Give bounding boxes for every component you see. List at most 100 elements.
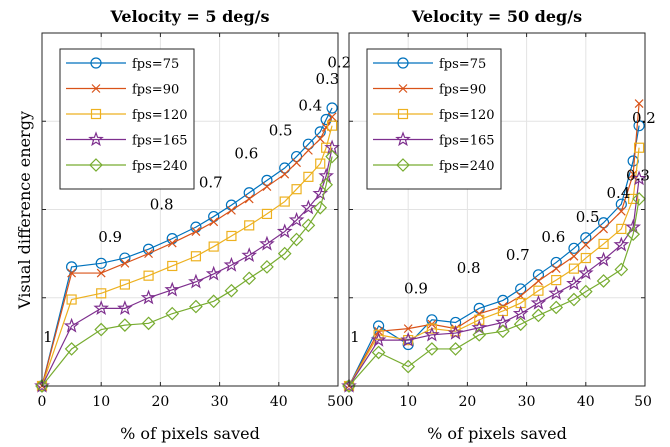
data-point-fps-240 xyxy=(567,292,581,307)
data-point-fps-165 xyxy=(164,281,181,297)
data-point-fps-240 xyxy=(448,342,463,356)
data-point-fps-90 xyxy=(67,268,77,278)
data-point-fps-240 xyxy=(371,345,386,360)
data-point-fps-75 xyxy=(615,198,627,210)
data-point-fps-240 xyxy=(549,300,564,315)
annotation-label-0-8: 0.8 xyxy=(150,196,174,214)
data-point-fps-75 xyxy=(515,283,527,295)
data-point-fps-120 xyxy=(315,158,326,169)
legend-marker-fps-120 xyxy=(90,108,102,120)
legend: fps=75 fps=90 fps=120 fps=165 fps=240 xyxy=(366,48,502,190)
legend-entry-fps-90: fps=90 xyxy=(66,83,179,98)
data-point-fps-165 xyxy=(140,289,157,305)
data-point-fps-90 xyxy=(303,145,313,155)
data-point-fps-240 xyxy=(94,322,109,337)
legend-marker-fps-165 xyxy=(395,131,411,147)
data-point-fps-165 xyxy=(471,319,488,335)
data-point-fps-120 xyxy=(373,329,384,340)
data-point-fps-75 xyxy=(243,187,255,199)
data-point-fps-90 xyxy=(120,258,130,268)
data-point-fps-75 xyxy=(550,256,562,269)
x-tick-label-30: 30 xyxy=(518,394,536,410)
x-tick-label-40: 40 xyxy=(270,394,288,410)
legend-entry-fps-120: fps=120 xyxy=(373,108,495,123)
series-fps-165 xyxy=(341,170,647,393)
data-point-fps-165 xyxy=(400,331,417,347)
data-point-fps-240 xyxy=(289,232,304,247)
data-point-fps-240 xyxy=(277,246,292,261)
data-point-fps-165 xyxy=(512,305,529,321)
data-point-fps-165 xyxy=(447,324,464,340)
legend-entry-fps-90: fps=90 xyxy=(373,83,486,98)
data-point-fps-165 xyxy=(117,300,133,316)
data-point-fps-75 xyxy=(302,138,314,150)
x-axis-label: % of pixels saved xyxy=(427,424,567,443)
annotation-label-0-2: 0.2 xyxy=(632,109,656,127)
data-point-fps-240 xyxy=(614,262,629,277)
legend-marker-fps-75 xyxy=(397,57,409,69)
data-point-fps-165 xyxy=(205,265,222,281)
annotation-label-0-4: 0.4 xyxy=(607,184,631,202)
panel-title: Velocity = 5 deg/s xyxy=(109,7,269,26)
data-point-fps-165 xyxy=(595,251,612,267)
data-point-fps-120 xyxy=(633,142,645,153)
x-tick-label-10: 10 xyxy=(92,394,110,410)
data-point-fps-240 xyxy=(513,317,528,332)
data-point-fps-75 xyxy=(326,102,338,114)
legend-marker-fps-120 xyxy=(397,108,409,120)
legend-marker-fps-90 xyxy=(91,84,101,93)
data-point-fps-75 xyxy=(261,174,273,186)
data-point-fps-120 xyxy=(628,193,639,205)
data-point-fps-165 xyxy=(241,247,258,263)
data-point-fps-240 xyxy=(531,308,546,323)
data-point-fps-75 xyxy=(597,217,610,229)
annotation-label-0-5: 0.5 xyxy=(269,121,293,139)
data-point-fps-240 xyxy=(496,324,510,339)
data-point-fps-90 xyxy=(634,99,644,109)
legend-label-fps-120: fps=120 xyxy=(439,108,495,123)
series-line-fps-75 xyxy=(348,125,640,387)
legend-label-fps-165: fps=165 xyxy=(132,134,188,149)
annotation-label-1: 1 xyxy=(43,328,53,346)
data-point-fps-90 xyxy=(599,224,608,234)
data-point-fps-120 xyxy=(426,323,437,334)
data-point-fps-240 xyxy=(206,294,221,309)
data-point-fps-75 xyxy=(65,261,78,273)
series-line-fps-240 xyxy=(348,198,640,387)
data-point-fps-240 xyxy=(242,271,257,286)
series-line-fps-165 xyxy=(41,147,333,387)
data-point-fps-75 xyxy=(95,257,107,269)
data-point-fps-165 xyxy=(631,170,647,186)
data-point-fps-165 xyxy=(625,218,641,234)
data-point-fps-240 xyxy=(224,283,239,298)
data-point-fps-90 xyxy=(262,182,272,191)
legend-entry-fps-75: fps=75 xyxy=(373,57,486,72)
annotation-label-0-3: 0.3 xyxy=(626,166,650,184)
annotation-label-0-6: 0.6 xyxy=(541,228,565,246)
data-point-fps-90 xyxy=(96,268,106,278)
data-point-fps-90 xyxy=(616,206,626,216)
series-line-fps-120 xyxy=(348,147,640,387)
data-point-fps-240 xyxy=(632,192,646,206)
annotation-label-0-9: 0.9 xyxy=(404,279,428,297)
data-point-fps-75 xyxy=(568,242,580,254)
series-fps-120 xyxy=(36,120,338,392)
data-point-fps-240 xyxy=(401,359,416,374)
x-tick-label-40: 40 xyxy=(577,394,595,410)
data-point-fps-75 xyxy=(633,120,645,132)
x-tick-label-50: 50 xyxy=(327,394,345,410)
data-point-fps-120 xyxy=(303,171,314,182)
legend: fps=75 fps=90 fps=120 fps=165 fps=240 xyxy=(59,48,195,190)
data-point-fps-90 xyxy=(280,169,290,179)
x-axis-label: % of pixels saved xyxy=(120,424,260,443)
annotation-group: 1 0.9 0.8 0.7 0.6 0.5 0.4 0.30.2 xyxy=(43,53,351,345)
data-point-fps-90 xyxy=(327,112,337,122)
data-point-fps-75 xyxy=(279,162,291,174)
x-tick-label-0: 0 xyxy=(345,394,354,410)
legend-label-fps-75: fps=75 xyxy=(439,57,486,72)
data-point-fps-75 xyxy=(314,126,326,138)
annotation-label-0-9: 0.9 xyxy=(98,228,122,246)
data-point-fps-120 xyxy=(244,220,255,231)
data-point-fps-120 xyxy=(321,142,332,153)
legend-label-fps-120: fps=120 xyxy=(132,108,188,123)
